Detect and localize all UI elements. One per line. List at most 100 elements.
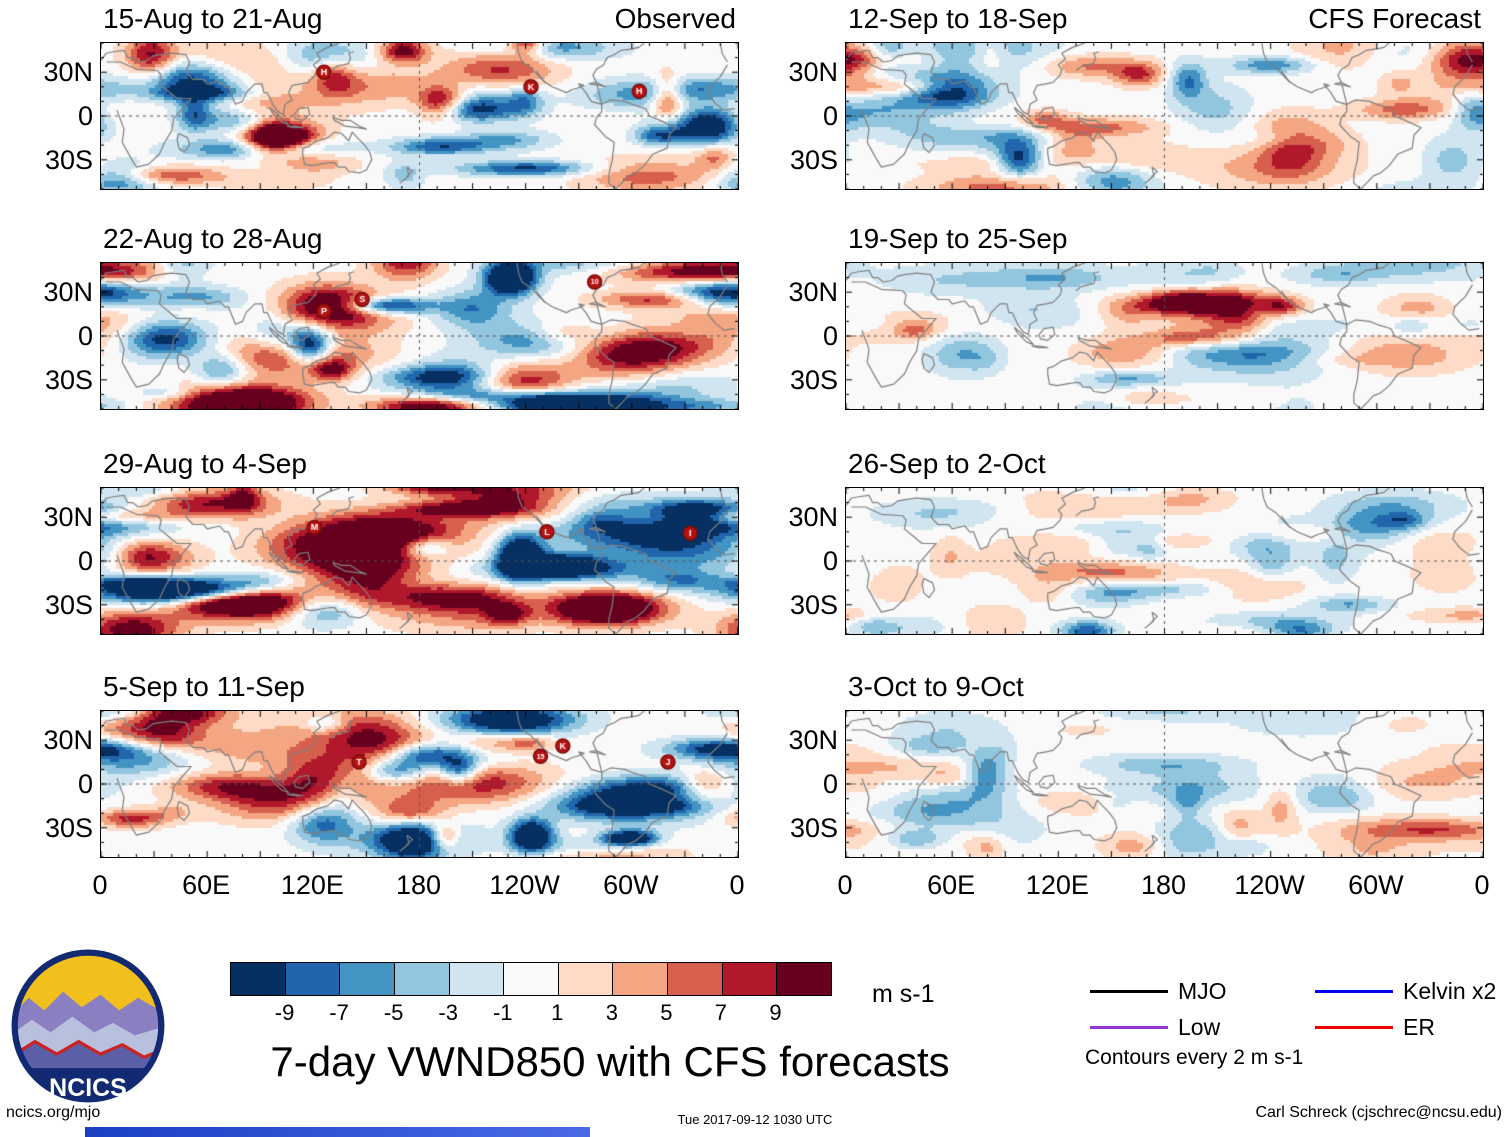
map-canvas: [101, 263, 738, 409]
colorbar-cell: [394, 963, 450, 995]
y-axis-label: 30N: [43, 725, 93, 756]
x-axis-label: 60E: [182, 870, 231, 900]
y-axis-label: 30S: [44, 364, 93, 395]
panel-title: 12-Sep to 18-Sep: [848, 3, 1068, 34]
figure-title: 7-day VWND850 with CFS forecasts: [270, 1038, 950, 1085]
colorbar-cell: [668, 963, 723, 995]
colorbar-cell: [285, 963, 341, 995]
colorbar-tick-label: 9: [769, 1000, 782, 1025]
footer-timestamp: Tue 2017-09-12 1030 UTC: [677, 1112, 833, 1127]
map-panel: 26-Sep to 2-Oct 30N 0 30S: [788, 448, 1484, 635]
map-canvas: [101, 488, 738, 634]
colorbar-tick-label: -7: [329, 1000, 349, 1025]
colorbar-cell: [613, 963, 669, 995]
map-panel: 15-Aug to 21-Aug Observed 30N 0 30S: [43, 3, 739, 190]
panel-title: 3-Oct to 9-Oct: [848, 671, 1024, 702]
y-axis-label: 30S: [789, 589, 838, 620]
colorbar-tick-label: 5: [660, 1000, 673, 1025]
x-axis-label: 120E: [1025, 870, 1089, 900]
map-panel: 12-Sep to 18-Sep CFS Forecast 30N 0 30S: [788, 3, 1484, 190]
panel-title: 22-Aug to 28-Aug: [103, 223, 323, 254]
legend-label: Low: [1178, 1014, 1221, 1040]
legend-label: MJO: [1178, 978, 1227, 1004]
map-panel: 5-Sep to 11-Sep 30N 0 30S: [43, 671, 739, 858]
colorbar-tick-label: 3: [605, 1000, 618, 1025]
y-axis-label: 30N: [43, 277, 93, 308]
y-axis-label: 30S: [789, 812, 838, 843]
colorbar-cell: [340, 963, 395, 995]
x-axis-label: 0: [92, 870, 108, 900]
y-axis-label: 30S: [44, 144, 93, 175]
y-axis-label: 30N: [788, 725, 838, 756]
y-axis-label: 30N: [43, 502, 93, 533]
map-canvas: [846, 263, 1483, 409]
x-axis-label: 120W: [1234, 870, 1305, 900]
logo-text: NCICS: [49, 1074, 127, 1102]
y-axis-label: 0: [822, 769, 838, 799]
y-axis-label: 30N: [43, 57, 93, 88]
colorbar-cell: [449, 963, 505, 995]
x-axis-label: 60E: [927, 870, 976, 900]
footer-credit: Carl Schreck (cjschrec@ncsu.edu): [1255, 1104, 1502, 1121]
colorbar-tick-label: -1: [492, 1000, 513, 1025]
logo-ring: [11, 949, 165, 1103]
legend-line-mjo: [1090, 990, 1168, 993]
colorbar-cell: [504, 963, 559, 995]
decorative-blue-bar: [85, 1127, 590, 1137]
panel-title: 29-Aug to 4-Sep: [103, 448, 307, 479]
colorbar-tick-label: -9: [274, 1000, 295, 1025]
legend-line-kelvin-x2: [1315, 990, 1393, 993]
x-axis-label: 0: [837, 870, 853, 900]
colorbar-cell: [231, 963, 286, 995]
y-axis-label: 30S: [789, 364, 838, 395]
column-header: CFS Forecast: [1308, 3, 1481, 34]
colorbar-cell: [558, 963, 614, 995]
x-axis-label: 120E: [280, 870, 344, 900]
panel-title: 5-Sep to 11-Sep: [103, 671, 305, 702]
y-axis-label: 30S: [44, 589, 93, 620]
x-axis-label: 60W: [603, 870, 659, 900]
x-axis-label: 180: [1140, 870, 1187, 900]
colorbar-tick-label: -3: [438, 1000, 458, 1025]
map-canvas: [846, 43, 1483, 189]
colorbar-tick-label: -5: [383, 1000, 404, 1025]
colorbar-cell: [777, 963, 832, 995]
colorbar-tick-label: 7: [714, 1000, 728, 1025]
y-axis-label: 0: [822, 321, 838, 351]
footer-url: ncics.org/mjo: [6, 1104, 101, 1121]
y-axis-label: 30N: [788, 57, 838, 88]
colorbar-units: m s-1: [872, 980, 935, 1008]
colorbar-tick-label: 1: [551, 1000, 564, 1025]
x-axis-label: 60W: [1348, 870, 1404, 900]
y-axis-label: 30N: [788, 277, 838, 308]
y-axis-label: 30S: [789, 144, 838, 175]
colorbar-cell: [722, 963, 778, 995]
map-canvas: [846, 711, 1483, 857]
legend-label: Kelvin x2: [1403, 978, 1497, 1004]
map-canvas: [846, 488, 1483, 634]
y-axis-label: 0: [77, 321, 93, 351]
x-axis-label: 120W: [489, 870, 560, 900]
legend-note: Contours every 2 m s-1: [1085, 1046, 1304, 1069]
map-canvas: [101, 43, 738, 189]
x-axis-label: 0: [1474, 870, 1490, 900]
map-panel: 29-Aug to 4-Sep 30N 0 30S: [43, 448, 739, 635]
panel-title: 15-Aug to 21-Aug: [103, 3, 323, 34]
map-canvas: [101, 711, 738, 857]
y-axis-label: 30S: [44, 812, 93, 843]
x-axis-label: 180: [395, 870, 442, 900]
legend-line-er: [1315, 1026, 1393, 1029]
y-axis-label: 30N: [788, 502, 838, 533]
y-axis-label: 0: [77, 101, 93, 131]
y-axis-label: 0: [822, 546, 838, 576]
y-axis-label: 0: [77, 546, 93, 576]
map-panel: 19-Sep to 25-Sep 30N 0 30S: [788, 223, 1484, 410]
colorbar: [230, 962, 832, 996]
panel-title: 19-Sep to 25-Sep: [848, 223, 1068, 254]
panel-title: 26-Sep to 2-Oct: [848, 448, 1046, 479]
legend-line-low: [1090, 1026, 1168, 1029]
column-header: Observed: [614, 3, 736, 34]
map-panel: 3-Oct to 9-Oct 30N 0 30S: [788, 671, 1484, 858]
ncics-logo: NCICS: [11, 949, 165, 1103]
